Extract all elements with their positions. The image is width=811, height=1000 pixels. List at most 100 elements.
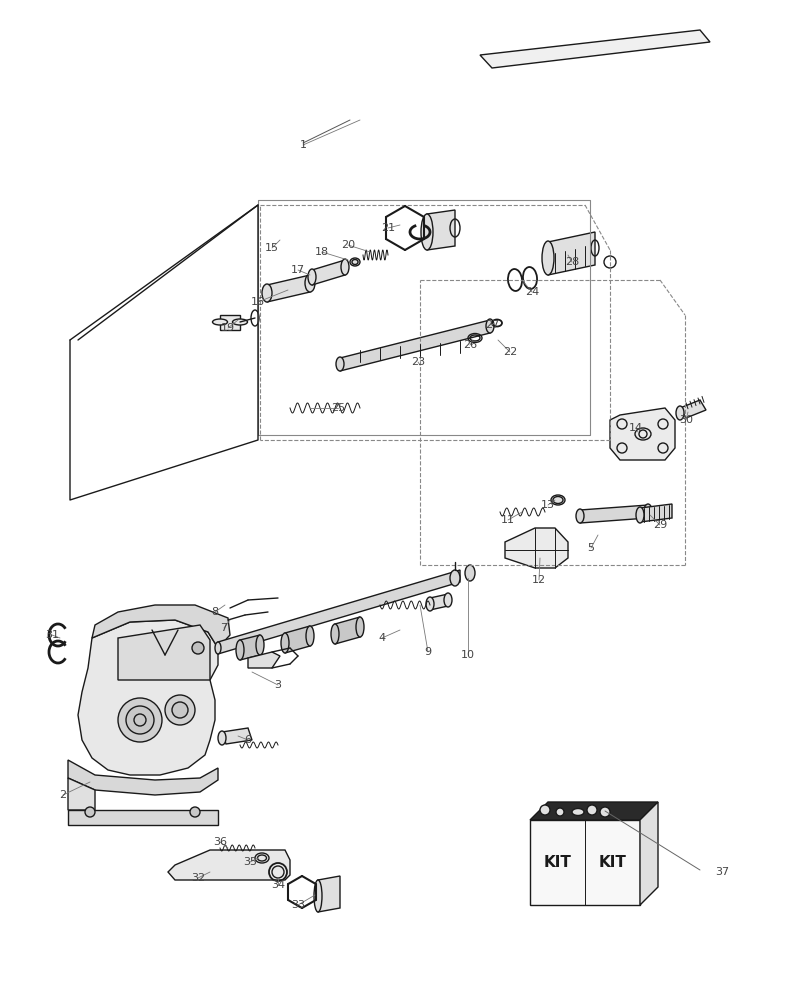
Text: 12: 12 — [531, 575, 545, 585]
Circle shape — [556, 808, 564, 816]
Text: 28: 28 — [564, 257, 578, 267]
Polygon shape — [247, 652, 280, 668]
Text: 37: 37 — [714, 867, 728, 877]
Circle shape — [599, 807, 609, 817]
Text: 5: 5 — [587, 543, 594, 553]
Text: 26: 26 — [462, 340, 477, 350]
Ellipse shape — [676, 406, 683, 420]
Text: KIT: KIT — [598, 855, 625, 870]
Ellipse shape — [336, 357, 344, 371]
Text: 3: 3 — [274, 680, 281, 690]
Text: 6: 6 — [244, 735, 251, 745]
Text: 32: 32 — [191, 873, 205, 883]
Ellipse shape — [232, 319, 247, 325]
Ellipse shape — [541, 241, 553, 275]
Polygon shape — [92, 605, 230, 648]
Text: 14: 14 — [629, 423, 642, 433]
Ellipse shape — [281, 633, 289, 653]
Ellipse shape — [551, 495, 564, 505]
Polygon shape — [639, 802, 657, 905]
Text: 8: 8 — [211, 607, 218, 617]
Circle shape — [191, 642, 204, 654]
Circle shape — [172, 702, 188, 718]
Polygon shape — [118, 625, 210, 680]
Text: 24: 24 — [524, 287, 539, 297]
Polygon shape — [68, 760, 217, 795]
Polygon shape — [221, 728, 251, 744]
Ellipse shape — [212, 319, 227, 325]
Text: 16: 16 — [251, 297, 264, 307]
Text: 20: 20 — [341, 240, 354, 250]
Ellipse shape — [307, 269, 315, 285]
Text: 22: 22 — [502, 347, 517, 357]
Text: 23: 23 — [410, 357, 424, 367]
Polygon shape — [504, 528, 568, 568]
Circle shape — [586, 805, 596, 815]
Polygon shape — [240, 635, 260, 660]
Text: 21: 21 — [380, 223, 395, 233]
Text: 17: 17 — [290, 265, 305, 275]
Polygon shape — [68, 810, 217, 825]
Circle shape — [118, 698, 162, 742]
Ellipse shape — [575, 509, 583, 523]
Circle shape — [539, 805, 549, 815]
Ellipse shape — [306, 626, 314, 646]
Ellipse shape — [444, 593, 452, 607]
Text: 13: 13 — [540, 500, 554, 510]
Ellipse shape — [426, 597, 433, 611]
Circle shape — [85, 807, 95, 817]
Circle shape — [126, 706, 154, 734]
Text: 25: 25 — [331, 403, 345, 413]
Ellipse shape — [255, 635, 264, 655]
Circle shape — [190, 807, 200, 817]
Ellipse shape — [331, 624, 338, 644]
Polygon shape — [78, 620, 217, 775]
Polygon shape — [168, 850, 290, 880]
Polygon shape — [340, 320, 489, 371]
Text: 34: 34 — [271, 880, 285, 890]
Text: 33: 33 — [290, 900, 305, 910]
Ellipse shape — [217, 731, 225, 745]
Ellipse shape — [314, 880, 322, 912]
Ellipse shape — [355, 617, 363, 637]
Ellipse shape — [634, 428, 650, 440]
Ellipse shape — [262, 284, 272, 302]
Text: 30: 30 — [678, 415, 692, 425]
Polygon shape — [639, 504, 672, 522]
Ellipse shape — [486, 319, 493, 333]
Ellipse shape — [350, 258, 359, 266]
Ellipse shape — [635, 507, 643, 523]
Ellipse shape — [449, 570, 460, 586]
Ellipse shape — [643, 504, 651, 518]
Polygon shape — [311, 260, 345, 285]
Polygon shape — [285, 626, 310, 653]
Text: 27: 27 — [484, 320, 499, 330]
Text: 1: 1 — [299, 140, 306, 150]
Circle shape — [165, 695, 195, 725]
Polygon shape — [267, 275, 310, 302]
Text: 11: 11 — [500, 515, 514, 525]
Polygon shape — [530, 802, 657, 820]
Polygon shape — [427, 210, 454, 250]
Polygon shape — [430, 594, 448, 610]
Ellipse shape — [215, 642, 221, 654]
Text: 9: 9 — [424, 647, 431, 657]
Ellipse shape — [420, 214, 432, 250]
Text: 19: 19 — [221, 323, 234, 333]
Polygon shape — [579, 505, 647, 523]
Ellipse shape — [341, 259, 349, 275]
Text: 7: 7 — [220, 623, 227, 633]
Ellipse shape — [571, 808, 583, 815]
Polygon shape — [530, 820, 639, 905]
Polygon shape — [68, 778, 95, 810]
Ellipse shape — [305, 274, 315, 292]
Text: 15: 15 — [264, 243, 279, 253]
Polygon shape — [318, 876, 340, 912]
Polygon shape — [220, 315, 240, 330]
Polygon shape — [609, 408, 674, 460]
Text: 29: 29 — [652, 520, 667, 530]
Text: KIT: KIT — [543, 855, 571, 870]
Polygon shape — [547, 232, 594, 275]
Polygon shape — [479, 30, 709, 68]
Ellipse shape — [465, 565, 474, 581]
